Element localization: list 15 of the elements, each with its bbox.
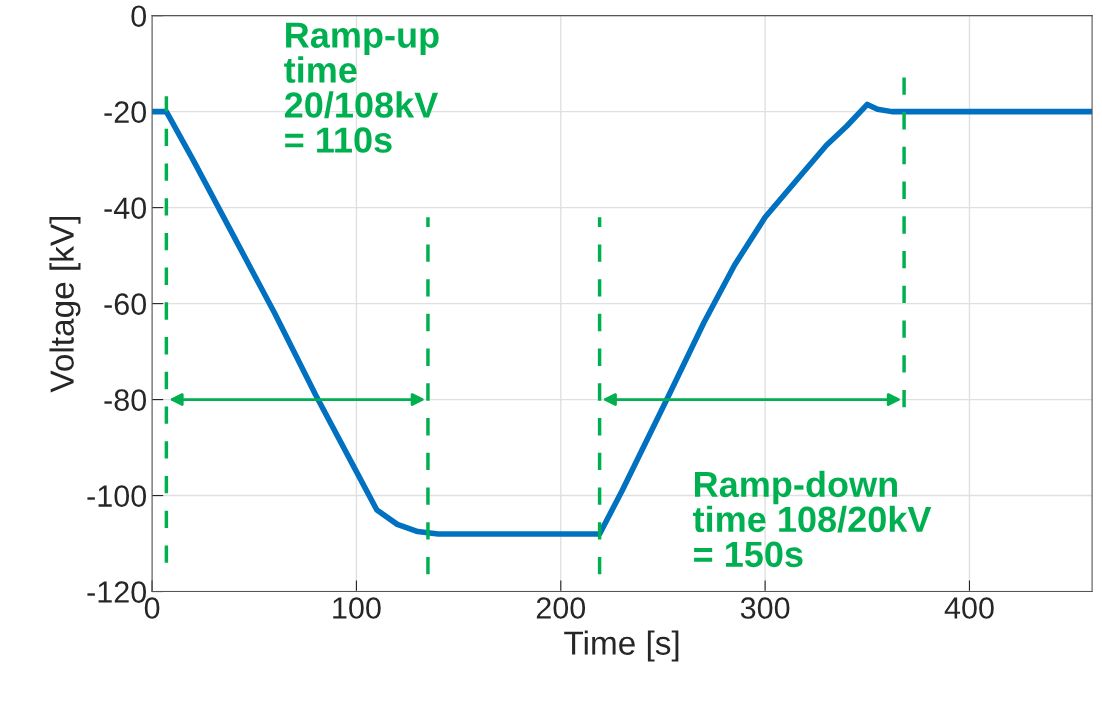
annotation: Ramp-up time 20/108kV = 110s: [284, 22, 439, 153]
y-tick-label: -40: [104, 197, 147, 219]
y-tick-label: -60: [104, 293, 147, 315]
y-tick-label: 0: [131, 5, 147, 28]
y-axis-title: Voltage [kV]: [49, 217, 81, 393]
x-axis-title: Time [s]: [564, 630, 679, 662]
x-tick-label: 300: [740, 597, 790, 619]
annotation: Ramp-down time 108/20kV = 150s: [693, 470, 932, 568]
x-tick-label: 400: [944, 597, 994, 619]
y-tick-label: -20: [104, 101, 147, 123]
x-tick-label: 200: [536, 597, 586, 619]
x-tick-label: 100: [333, 597, 381, 619]
y-tick-label: -100: [87, 485, 147, 507]
y-tick-label: -80: [104, 389, 147, 411]
y-tick-label: -120: [87, 581, 147, 603]
